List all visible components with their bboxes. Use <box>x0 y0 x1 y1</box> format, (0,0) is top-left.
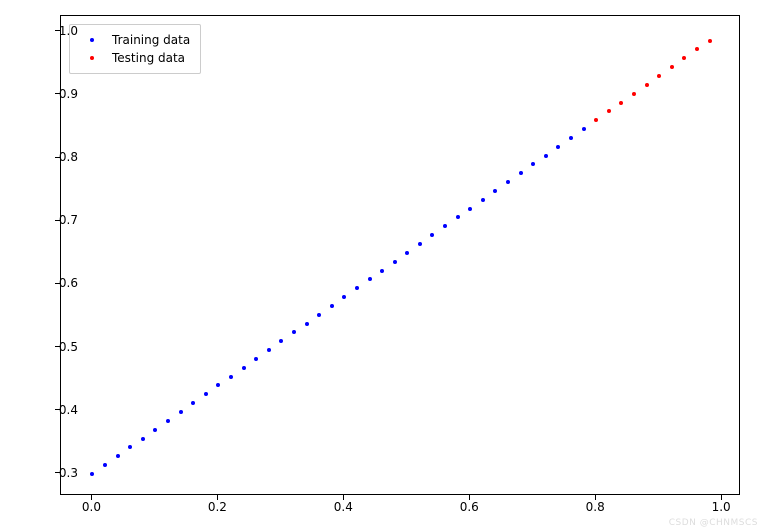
data-point-training <box>279 339 283 343</box>
data-point-testing <box>619 101 623 105</box>
legend-marker-training <box>80 38 104 42</box>
data-point-testing <box>594 118 598 122</box>
legend: Training data Testing data <box>69 24 201 74</box>
data-point-testing <box>682 56 686 60</box>
data-point-training <box>468 207 472 211</box>
data-point-training <box>430 233 434 237</box>
x-tick-label: 0.0 <box>82 500 101 514</box>
data-point-training <box>267 348 271 352</box>
data-point-training <box>141 437 145 441</box>
data-point-training <box>582 127 586 131</box>
data-point-training <box>456 215 460 219</box>
legend-label-training: Training data <box>112 33 190 47</box>
data-point-training <box>305 322 309 326</box>
data-point-training <box>368 277 372 281</box>
legend-marker-testing <box>80 56 104 60</box>
y-tick-label: 0.8 <box>59 150 78 164</box>
data-point-testing <box>645 83 649 87</box>
legend-entry-testing: Testing data <box>80 49 190 67</box>
data-point-training <box>355 286 359 290</box>
x-tick-label: 0.2 <box>208 500 227 514</box>
data-point-training <box>393 260 397 264</box>
data-point-testing <box>607 109 611 113</box>
data-point-training <box>254 357 258 361</box>
data-point-testing <box>670 65 674 69</box>
data-point-training <box>493 189 497 193</box>
legend-label-testing: Testing data <box>112 51 185 65</box>
data-point-training <box>317 313 321 317</box>
y-tick-label: 0.4 <box>59 403 78 417</box>
y-tick-label: 0.5 <box>59 340 78 354</box>
data-point-training <box>556 145 560 149</box>
data-point-training <box>380 269 384 273</box>
dot-icon <box>90 56 94 60</box>
data-point-training <box>443 224 447 228</box>
data-point-training <box>569 136 573 140</box>
y-tick-label: 0.7 <box>59 213 78 227</box>
data-point-training <box>179 410 183 414</box>
data-point-training <box>481 198 485 202</box>
data-point-training <box>342 295 346 299</box>
data-point-testing <box>708 39 712 43</box>
data-point-training <box>418 242 422 246</box>
data-point-testing <box>632 92 636 96</box>
data-point-training <box>519 171 523 175</box>
x-tick-label: 0.8 <box>586 500 605 514</box>
data-point-training <box>330 304 334 308</box>
x-tick-label: 0.6 <box>460 500 479 514</box>
data-point-testing <box>657 74 661 78</box>
data-point-training <box>191 401 195 405</box>
data-point-training <box>204 392 208 396</box>
data-point-training <box>116 454 120 458</box>
data-point-training <box>292 330 296 334</box>
dot-icon <box>90 38 94 42</box>
data-point-training <box>90 472 94 476</box>
data-point-training <box>103 463 107 467</box>
y-tick-label: 0.6 <box>59 276 78 290</box>
plot-area: Training data Testing data <box>60 15 740 495</box>
data-point-training <box>544 154 548 158</box>
data-point-training <box>166 419 170 423</box>
data-point-training <box>128 445 132 449</box>
data-point-training <box>229 375 233 379</box>
data-point-training <box>405 251 409 255</box>
x-tick-label: 0.4 <box>334 500 353 514</box>
y-tick-label: 0.3 <box>59 466 78 480</box>
y-tick-label: 0.9 <box>59 87 78 101</box>
data-point-testing <box>695 47 699 51</box>
data-point-training <box>153 428 157 432</box>
legend-entry-training: Training data <box>80 31 190 49</box>
data-point-training <box>242 366 246 370</box>
x-tick-label: 1.0 <box>712 500 731 514</box>
y-tick-label: 1.0 <box>59 24 78 38</box>
watermark-text: CSDN @CHNMSCS <box>669 518 758 528</box>
data-point-training <box>531 162 535 166</box>
data-point-training <box>216 383 220 387</box>
data-point-training <box>506 180 510 184</box>
